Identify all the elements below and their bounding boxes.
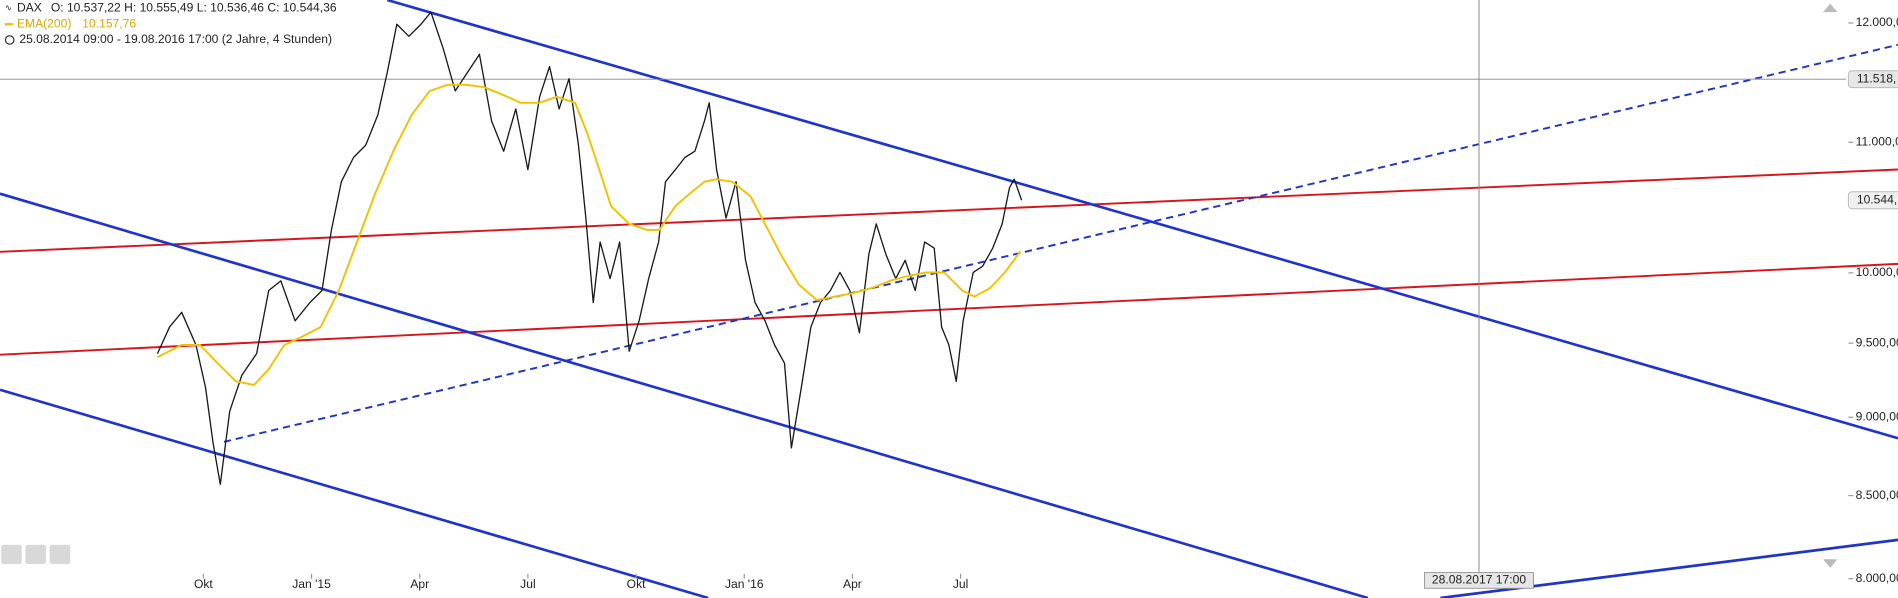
- download-button[interactable]: [25, 544, 46, 565]
- x-tick-label: Okt: [194, 577, 213, 591]
- dashed-trend-line: [223, 43, 1898, 443]
- blue-trend-line: [0, 192, 1369, 598]
- y-tick-label: 10.000,00: [1856, 265, 1898, 279]
- zoom-in-button[interactable]: [1, 544, 22, 565]
- blue-trend-line: [0, 388, 709, 598]
- x-tick-label: Okt: [627, 577, 646, 591]
- x-tick-label: Jan '16: [725, 577, 764, 591]
- crosshair-date-box: [1424, 572, 1534, 589]
- red-trend-line: [0, 262, 1898, 356]
- chart-icon: ∿: [5, 3, 12, 13]
- zoom-controls[interactable]: [1, 544, 71, 565]
- price-marker-label: 10.544,: [1857, 192, 1897, 206]
- x-tick-label: Jan '15: [292, 577, 331, 591]
- symbol: DAX: [17, 1, 42, 15]
- y-tick-label: 9.500,00: [1856, 335, 1898, 349]
- price-line: [156, 11, 1023, 485]
- x-tick-label: Apr: [410, 577, 429, 591]
- scroll-up-arrow[interactable]: [1822, 3, 1838, 13]
- ema-line: [157, 83, 1022, 386]
- red-trend-line: [0, 168, 1898, 253]
- y-tick-label: 12.000,00: [1856, 15, 1898, 29]
- period: 25.08.2014 09:00 - 19.08.2016 17:00 (2 J…: [19, 32, 332, 46]
- blue-trend-line: [386, 0, 1898, 440]
- crosshair-date-label: 28.08.2017 17:00: [1432, 573, 1526, 587]
- legend: ∿ DAX O: 10.537,22 H: 10.555,49 L: 10.53…: [4, 1, 337, 46]
- scroll-down-arrow[interactable]: [1822, 559, 1838, 568]
- ohlc: O: 10.537,22 H: 10.555,49 L: 10.536,46 C…: [51, 1, 337, 15]
- y-tick-label: 8.500,00: [1856, 488, 1898, 502]
- ema-swatch: [4, 23, 14, 26]
- y-tick-label: 11.000,00: [1856, 134, 1898, 148]
- clock-icon: [4, 35, 15, 45]
- zoom-out-button[interactable]: [49, 544, 71, 565]
- ema-name: EMA(200): [17, 16, 71, 30]
- x-tick-label: Apr: [843, 577, 862, 591]
- ema-value: 10.157,76: [82, 16, 136, 30]
- y-tick-label: 9.000,00: [1856, 409, 1898, 423]
- price-marker: [1847, 70, 1898, 89]
- price-marker-label: 11.518,: [1857, 71, 1896, 85]
- price-marker: [1847, 191, 1898, 210]
- y-tick-label: 8.000,00: [1856, 571, 1898, 585]
- x-tick-label: Jul: [520, 577, 535, 591]
- x-tick-label: Jul: [953, 577, 968, 591]
